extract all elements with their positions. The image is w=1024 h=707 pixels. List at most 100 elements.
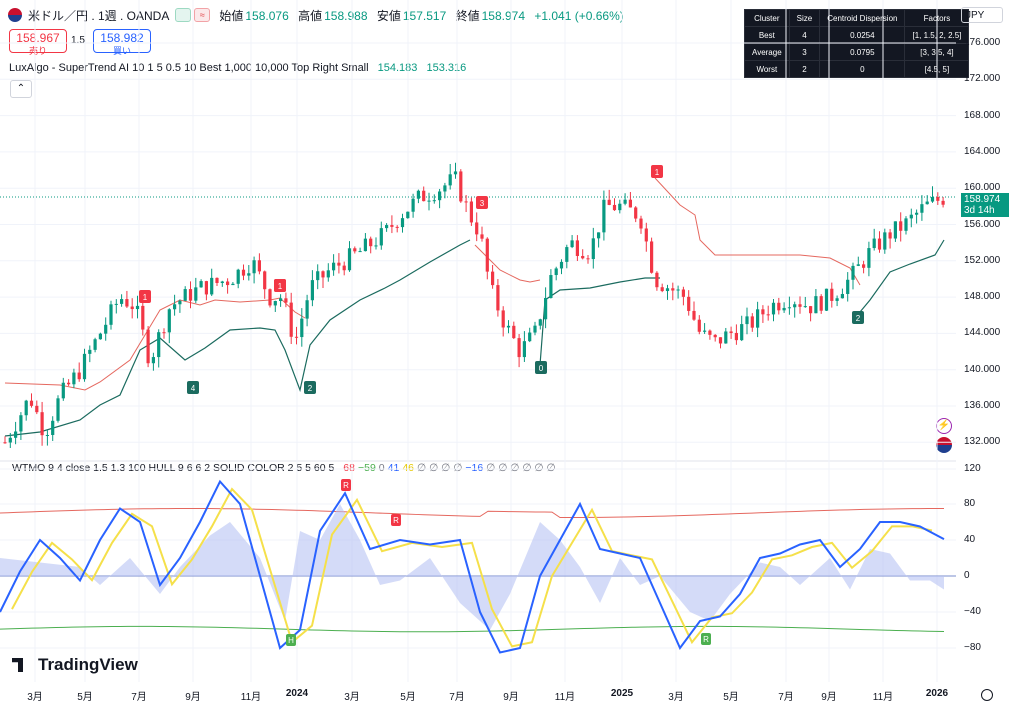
candle-body xyxy=(819,296,823,311)
osc-signal-label: H xyxy=(288,636,294,645)
wtmo-legend[interactable]: WTMO 9 4 close 1.5 1.3 100 HULL 9 6 6 2 … xyxy=(9,462,556,474)
candle-body xyxy=(109,304,113,325)
buy-button[interactable]: 158.982 買い xyxy=(93,29,151,56)
candle-body xyxy=(650,241,654,273)
candle-body xyxy=(263,271,267,290)
currency-selector[interactable]: JPY xyxy=(961,7,1003,23)
price-tick: 144.000 xyxy=(964,327,1001,339)
signal-label: 1 xyxy=(655,168,660,177)
osc-signal-label: R xyxy=(393,516,399,525)
candle-body xyxy=(840,293,844,299)
candle-body xyxy=(289,302,293,337)
symbol-title[interactable]: 米ドル／円 . 1週 . OANDA xyxy=(28,8,170,23)
candle-body xyxy=(241,269,246,276)
wtmo-value: ∅ ∅ ∅ ∅ xyxy=(417,462,463,474)
candle-body xyxy=(374,245,378,247)
time-tick: 9月 xyxy=(185,692,201,703)
time-tick: 9月 xyxy=(821,692,837,703)
candle-body xyxy=(644,228,648,242)
candle-body xyxy=(904,218,908,231)
price-tick: 132.000 xyxy=(964,436,1001,448)
change-value: +1.041 (+0.66%) xyxy=(534,8,624,23)
candle-body xyxy=(443,185,447,192)
supertrend-signals: 114123012 xyxy=(139,165,864,394)
candle-body xyxy=(708,330,712,335)
close-value: 158.974 xyxy=(481,8,526,23)
wtmo-value: −16 xyxy=(465,462,484,474)
signal-box xyxy=(476,196,488,209)
signal-label: 3 xyxy=(480,199,485,208)
price-tick: 152.000 xyxy=(964,254,1001,266)
candle-body xyxy=(591,238,595,260)
supertrend-legend[interactable]: LuxAlgo - SuperTrend AI 10 1 5 0.5 10 Be… xyxy=(9,62,466,74)
candle-body xyxy=(210,277,214,295)
signal-label: 4 xyxy=(191,384,196,393)
settings-gear-icon[interactable] xyxy=(981,689,993,701)
time-tick: 2026 xyxy=(925,688,949,699)
osc-tick: −80 xyxy=(964,642,981,653)
candle-body xyxy=(729,331,733,333)
candle-body xyxy=(279,298,283,302)
osc-signal-label: R xyxy=(343,481,349,490)
candle-body xyxy=(713,334,717,338)
osc-signal-box xyxy=(701,633,711,645)
candle-body xyxy=(575,240,579,256)
candle-body xyxy=(199,281,203,288)
candle-body xyxy=(82,353,87,380)
candle-body xyxy=(220,281,224,284)
candle-body xyxy=(72,372,76,385)
lower-band-line xyxy=(0,625,945,633)
candle-body xyxy=(533,325,537,333)
candle-body xyxy=(830,288,834,301)
candle-body xyxy=(93,339,97,350)
candle-body xyxy=(88,349,92,354)
osc-signal-box xyxy=(341,479,351,491)
supertrend-lines xyxy=(4,177,945,437)
time-tick: 2025 xyxy=(610,688,634,699)
candle-body xyxy=(501,310,505,328)
candle-body xyxy=(157,332,161,358)
supertrend-value-2: 153.316 xyxy=(426,62,467,74)
candle-body xyxy=(766,314,770,316)
wtmo-label: WTMO 9 4 close 1.5 1.3 100 HULL 9 6 6 2 … xyxy=(12,462,335,474)
signal-label: 2 xyxy=(856,314,861,323)
candle-body xyxy=(215,277,219,284)
collapse-legend-button[interactable]: ⌃ xyxy=(10,80,32,98)
us-event-flag-icon[interactable] xyxy=(936,437,952,453)
candle-body xyxy=(162,332,166,334)
time-tick: 5月 xyxy=(77,692,93,703)
candle-body xyxy=(432,200,436,202)
candle-body xyxy=(491,271,495,286)
signal-box xyxy=(852,311,864,324)
current-price: 158.974 xyxy=(964,194,1001,205)
candle-body xyxy=(618,203,622,211)
close-label: 終値 xyxy=(455,8,480,23)
chart-canvas[interactable]: 1 1 41 2 3 0 1 2 R R H R xyxy=(0,0,956,682)
candle-body xyxy=(252,260,256,274)
osc-tick: −40 xyxy=(964,606,981,617)
sell-button[interactable]: 158.967 売り xyxy=(9,29,67,56)
sell-price: 158.967 xyxy=(16,31,60,45)
current-price-tag: 158.974 3d 14h xyxy=(961,193,1009,217)
wave-icon[interactable]: ≈ xyxy=(194,8,211,22)
candle-body xyxy=(130,306,134,310)
candle-body xyxy=(787,307,791,309)
candle-body xyxy=(40,412,44,436)
supertrend-label: LuxAlgo - SuperTrend AI 10 1 5 0.5 10 Be… xyxy=(9,62,369,74)
candle-body xyxy=(114,303,118,305)
candle-body xyxy=(438,191,442,201)
candle-body xyxy=(734,332,738,341)
candle-body xyxy=(353,248,357,252)
candle-body xyxy=(877,238,882,250)
candle-body xyxy=(570,240,574,248)
market-status-icon[interactable] xyxy=(175,8,192,22)
signal-label: 2 xyxy=(308,384,313,393)
candle-body xyxy=(167,309,171,333)
candle-body xyxy=(851,265,855,280)
supertrend-bear-line xyxy=(654,177,861,286)
time-tick: 7月 xyxy=(778,692,794,703)
buy-label: 買い xyxy=(112,46,131,56)
candle-body xyxy=(512,325,516,339)
supertrend-bear-line xyxy=(474,244,541,283)
signal-label: 1 xyxy=(143,293,148,302)
